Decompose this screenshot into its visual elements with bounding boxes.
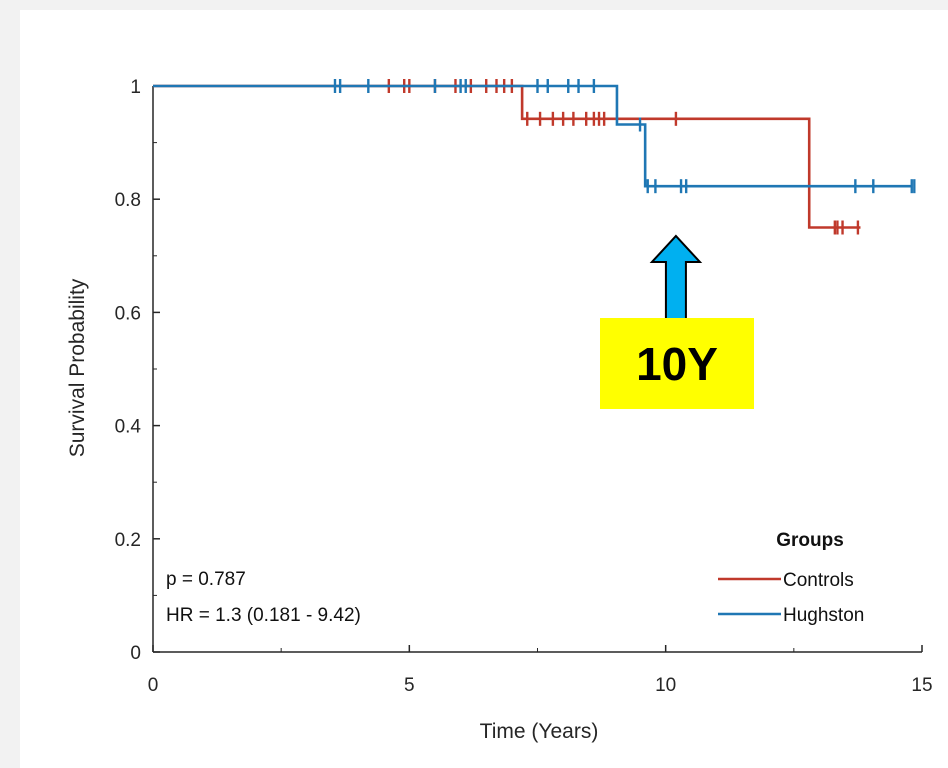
y-tick-label: 0.4	[115, 417, 142, 438]
series-line-controls	[153, 84, 861, 229]
callout-10y: 10Y	[600, 234, 754, 409]
callout-label: 10Y	[636, 338, 718, 390]
y-tick-label: 1	[130, 77, 141, 98]
callout-box	[600, 318, 754, 409]
y-tick-label: 0.8	[115, 190, 141, 211]
callout-arrow	[649, 234, 703, 320]
annotation-layer: p = 0.787 HR = 1.3 (0.181 - 9.42) Groups	[166, 530, 844, 626]
y-tick-label: 0	[130, 643, 141, 664]
x-tick-label: 15	[911, 675, 932, 696]
legend: Controls Hughston	[718, 570, 864, 626]
x-tick-label: 10	[655, 675, 676, 696]
chart-card	[20, 10, 948, 768]
legend-label-hughston: Hughston	[783, 605, 864, 626]
legend-label-controls: Controls	[783, 570, 854, 591]
y-tick-label: 0.6	[115, 303, 141, 324]
series-line-hughston	[153, 84, 912, 188]
hazard-ratio-text: HR = 1.3 (0.181 - 9.42)	[166, 605, 361, 626]
x-tick-label: 0	[148, 675, 159, 696]
axes: 00.20.40.60.810 5 10 15	[115, 77, 933, 696]
y-tick-label: 0.2	[115, 530, 141, 551]
x-axis-title: Time (Years)	[480, 720, 599, 743]
p-value-text: p = 0.787	[166, 569, 246, 590]
series-layer	[153, 79, 916, 235]
x-tick-label: 5	[404, 675, 415, 696]
y-axis-title: Survival Probability	[66, 278, 89, 457]
legend-title: Groups	[776, 530, 844, 551]
